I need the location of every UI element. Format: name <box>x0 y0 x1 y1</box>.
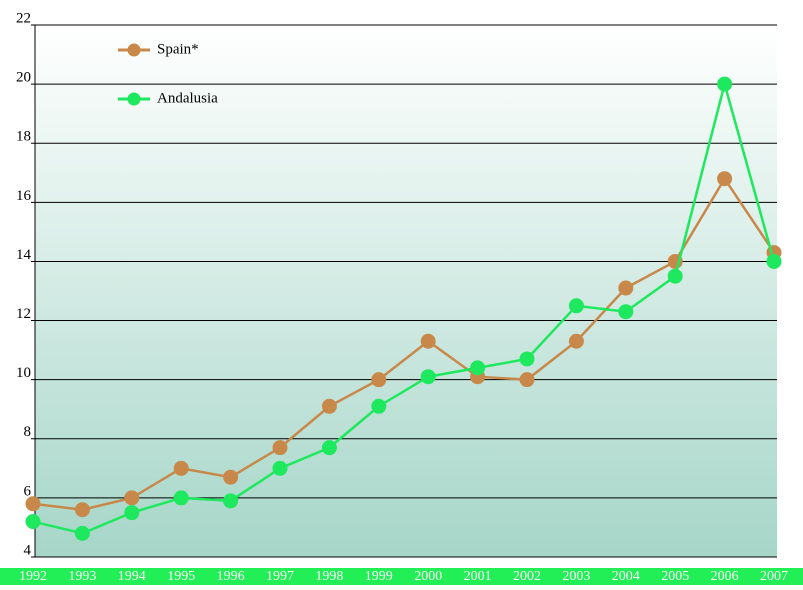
x-tick-label: 1998 <box>315 569 343 584</box>
point <box>25 514 41 530</box>
point <box>74 525 90 541</box>
point <box>519 351 535 367</box>
point <box>25 496 41 512</box>
point <box>321 398 337 414</box>
point <box>420 369 436 385</box>
point <box>173 490 189 506</box>
x-tick-label: 1994 <box>118 569 146 584</box>
legend-label: Andalusia <box>157 90 218 106</box>
point <box>618 304 634 320</box>
x-tick-label: 2001 <box>464 569 492 584</box>
x-tick-label: 2004 <box>612 569 640 584</box>
legend-marker <box>127 43 141 57</box>
x-tick-label: 1995 <box>167 569 195 584</box>
point <box>124 490 140 506</box>
y-tick-label: 10 <box>16 365 31 381</box>
point <box>371 372 387 388</box>
point <box>717 171 733 187</box>
point <box>223 469 239 485</box>
x-tick-label: 1997 <box>266 569 294 584</box>
point <box>223 493 239 509</box>
point <box>272 460 288 476</box>
legend-label: Spain* <box>157 41 199 57</box>
point <box>124 505 140 521</box>
y-tick-label: 12 <box>16 306 31 322</box>
x-band <box>0 568 803 585</box>
legend-marker <box>127 92 141 106</box>
point <box>420 333 436 349</box>
point <box>667 268 683 284</box>
x-tick-label: 2006 <box>711 569 739 584</box>
y-tick-label: 22 <box>16 10 31 26</box>
point <box>371 398 387 414</box>
y-tick-label: 16 <box>16 188 32 204</box>
x-tick-label: 1999 <box>365 569 393 584</box>
point <box>618 280 634 296</box>
x-tick-label: 2005 <box>661 569 689 584</box>
x-tick-label: 1992 <box>19 569 47 584</box>
x-tick-label: 2000 <box>414 569 442 584</box>
y-tick-label: 6 <box>24 483 32 499</box>
x-tick-label: 2007 <box>760 569 788 584</box>
point <box>74 502 90 518</box>
point <box>470 360 486 376</box>
x-tick-label: 2003 <box>562 569 590 584</box>
point <box>717 76 733 92</box>
y-tick-label: 8 <box>24 424 32 440</box>
point <box>568 333 584 349</box>
x-tick-label: 2002 <box>513 569 541 584</box>
x-tick-label: 1993 <box>68 569 96 584</box>
point <box>272 440 288 456</box>
series-line <box>32 79 776 535</box>
point <box>568 298 584 314</box>
y-tick-label: 4 <box>24 542 32 558</box>
x-tick-label: 1996 <box>217 569 245 584</box>
point <box>321 440 337 456</box>
plot-area <box>35 25 777 557</box>
point <box>766 253 782 269</box>
point <box>519 372 535 388</box>
y-tick-label: 18 <box>16 129 31 145</box>
y-tick-label: 14 <box>16 247 32 263</box>
point <box>173 460 189 476</box>
y-tick-label: 20 <box>16 70 31 86</box>
series-line <box>32 176 776 511</box>
